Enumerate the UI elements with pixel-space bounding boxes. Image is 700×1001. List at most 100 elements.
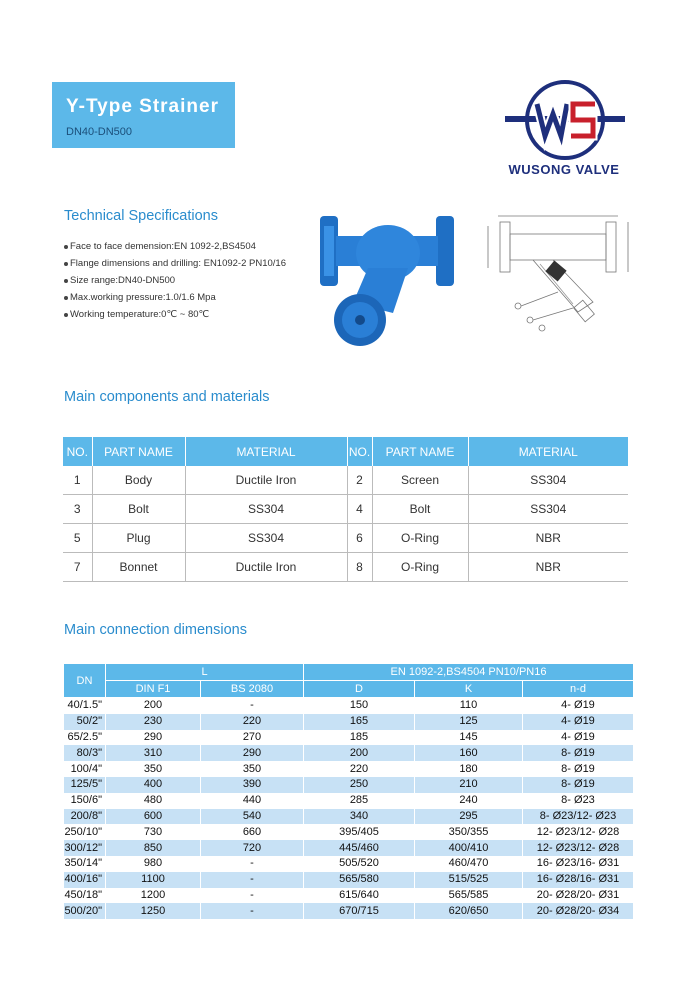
- table-cell: 500/20": [63, 903, 106, 920]
- table-row: 250/10" 730 660 395/405 350/355 12- Ø23/12- Ø…: [63, 824, 634, 841]
- table-cell: 7: [63, 552, 93, 582]
- logo-mark: [505, 80, 625, 160]
- table-cell: SS304: [185, 494, 348, 524]
- table-cell: 1200: [105, 887, 201, 904]
- section-heading: Main connection dimensions: [64, 622, 247, 638]
- table-cell: 450/18": [63, 887, 106, 904]
- table-cell: 16- Ø23/16- Ø31: [522, 855, 634, 872]
- spec-text: Working temperature:0℃ ~ 80℃: [70, 309, 210, 320]
- table-cell: 290: [200, 745, 304, 762]
- table-cell: 290: [105, 729, 201, 746]
- table-cell: Bonnet: [92, 552, 186, 582]
- subtitle: DN40-DN500: [66, 126, 133, 138]
- table-cell: 100/4": [63, 761, 106, 777]
- table-cell: 285: [303, 792, 415, 809]
- table-cell: SS304: [468, 466, 628, 495]
- spec-item: Working temperature:0℃ ~ 80℃: [64, 306, 286, 323]
- valve-photo: [320, 216, 454, 346]
- table-cell: 250: [303, 776, 415, 793]
- header-cell: D: [303, 680, 415, 698]
- table-cell: 8: [347, 552, 373, 582]
- table-cell: 65/2.5": [63, 729, 106, 746]
- header-cell: MATERIAL: [468, 437, 628, 466]
- table-row: 400/16" 1100-565/580 515/525 16- Ø28/16- Ø3…: [63, 871, 634, 888]
- table-cell: 850: [105, 840, 201, 856]
- table-cell: 230: [105, 713, 201, 730]
- table-cell: -: [200, 855, 304, 872]
- spec-list: Face to face demеnsion:EN 1092-2,BS4504 F…: [64, 238, 286, 323]
- table-cell: 20- Ø28/20- Ø31: [522, 887, 634, 904]
- table-cell: 5: [63, 523, 93, 553]
- table-cell: 670/715: [303, 903, 415, 920]
- dimensions-table: DN L EN 1092-2,BS4504 PN10/PN16 DIN F1 BS…: [63, 663, 634, 920]
- table-cell: 180: [414, 761, 523, 777]
- table-cell: 730: [105, 824, 201, 841]
- header-cell: EN 1092-2,BS4504 PN10/PN16: [303, 663, 634, 681]
- table-row: 500/20" 1250-670/715 620/650 20- Ø28/20- Ø3…: [63, 903, 634, 920]
- header-cell: PART NAME: [372, 437, 469, 466]
- header-cell: DN: [63, 663, 106, 698]
- table-cell: 185: [303, 729, 415, 746]
- table-cell: 40/1.5": [63, 697, 106, 714]
- bullet: [64, 313, 68, 317]
- spec-item: Flange dimensions and drilling: EN1092-2…: [64, 255, 286, 272]
- section-heading: Main components and materials: [64, 389, 270, 405]
- table-cell: 4- Ø19: [522, 713, 634, 730]
- table-cell: 200/8": [63, 808, 106, 825]
- spec-item: Max.working pressure:1.0/1.6 Mpa: [64, 289, 286, 306]
- table-cell: 8- Ø19: [522, 776, 634, 793]
- section-heading: Technical Specifications: [64, 208, 218, 224]
- valve-drawing: [487, 215, 629, 332]
- table-cell: Bolt: [372, 494, 469, 524]
- header-cell: DIN F1: [105, 680, 201, 698]
- table-cell: 660: [200, 824, 304, 841]
- table-row: 3 Bolt SS304 4 Bolt SS304: [63, 494, 628, 524]
- components-table: NO. PART NAME MATERIAL NO. PART NAME MATERIAL…: [63, 437, 628, 582]
- table-row: 50/2" 230 220 165 125 4- Ø19: [63, 713, 634, 730]
- table-cell: 295: [414, 808, 523, 825]
- bullet: [64, 245, 68, 249]
- spec-item: Face to face demеnsion:EN 1092-2,BS4504: [64, 238, 286, 255]
- header-cell: MATERIAL: [185, 437, 348, 466]
- table-row: 125/5" 400 390 250 210 8- Ø19: [63, 776, 634, 793]
- table-cell: 125/5": [63, 776, 106, 793]
- table-cell: 1100: [105, 871, 201, 888]
- table-cell: 270: [200, 729, 304, 746]
- table-cell: 240: [414, 792, 523, 809]
- table-cell: 310: [105, 745, 201, 762]
- table-cell: 50/2": [63, 713, 106, 730]
- table-cell: 720: [200, 840, 304, 856]
- table-cell: Plug: [92, 523, 186, 553]
- table-cell: 110: [414, 697, 523, 714]
- table-cell: 600: [105, 808, 201, 825]
- table-cell: 400/16": [63, 871, 106, 888]
- table-cell: 20- Ø28/20- Ø34: [522, 903, 634, 920]
- table-cell: 200: [303, 745, 415, 762]
- table-cell: 160: [414, 745, 523, 762]
- table-cell: O-Ring: [372, 552, 469, 582]
- bullet: [64, 296, 68, 300]
- table-cell: Bolt: [92, 494, 186, 524]
- table-cell: -: [200, 887, 304, 904]
- table-cell: 8- Ø19: [522, 745, 634, 762]
- table-cell: 16- Ø28/16- Ø31: [522, 871, 634, 888]
- table-cell: 250/10": [63, 824, 106, 841]
- table-cell: 400/410: [414, 840, 523, 856]
- table-cell: 6: [347, 523, 373, 553]
- table-cell: 980: [105, 855, 201, 872]
- spec-text: Face to face demеnsion:EN 1092-2,BS4504: [70, 241, 256, 252]
- table-cell: O-Ring: [372, 523, 469, 553]
- table-cell: 12- Ø23/12- Ø28: [522, 824, 634, 841]
- table-cell: NBR: [468, 552, 628, 582]
- table-cell: 4: [347, 494, 373, 524]
- table-cell: 540: [200, 808, 304, 825]
- table-cell: 480: [105, 792, 201, 809]
- table-cell: 2: [347, 466, 373, 495]
- table-cell: Body: [92, 466, 186, 495]
- table-cell: 565/580: [303, 871, 415, 888]
- table-cell: 615/640: [303, 887, 415, 904]
- header-cell: BS 2080: [200, 680, 304, 698]
- table-cell: SS304: [185, 523, 348, 553]
- table-cell: 220: [200, 713, 304, 730]
- title-box: Y-Type Strainer DN40-DN500: [52, 82, 235, 148]
